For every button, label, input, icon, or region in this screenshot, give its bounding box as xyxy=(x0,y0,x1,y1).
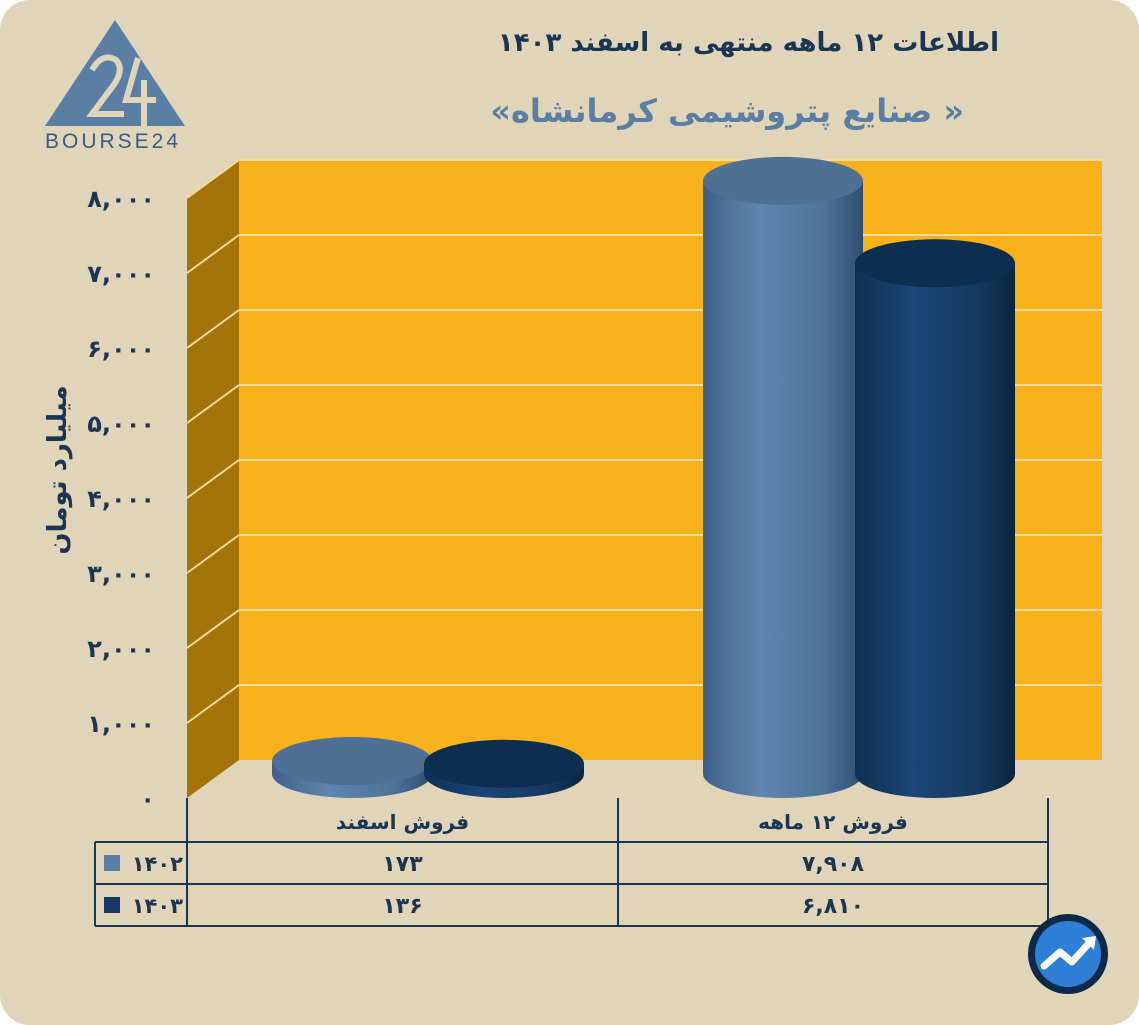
y-tick-label: ۵,۰۰۰ xyxy=(87,410,155,438)
gridline-side xyxy=(186,684,240,724)
y-tick-label: ۰ xyxy=(140,785,155,813)
y-tick-label: ۷,۰۰۰ xyxy=(87,260,155,288)
y-tick-label: ۸,۰۰۰ xyxy=(87,185,155,213)
y-tick-label: ۴,۰۰۰ xyxy=(87,485,155,513)
legend-label: ۱۴۰۲ xyxy=(132,852,183,876)
gridline-side xyxy=(186,534,240,574)
legend-swatch xyxy=(104,897,120,913)
bar-body xyxy=(855,263,1015,798)
data-label: ۶,۸۱۰ xyxy=(802,894,864,919)
gridline-side xyxy=(186,309,240,349)
bar-body xyxy=(703,180,863,798)
data-label: ۷,۹۰۸ xyxy=(802,852,865,877)
legend-label: ۱۴۰۳ xyxy=(132,894,183,918)
chart-title: اطلاعات ۱۲ ماهه منتهی به اسفند ۱۴۰۳ xyxy=(497,28,999,58)
bar xyxy=(703,156,863,798)
gridline-side xyxy=(186,159,240,199)
y-tick-label: ۲,۰۰۰ xyxy=(87,635,155,663)
bourse24-logo-icon xyxy=(45,20,185,126)
bar xyxy=(272,737,432,798)
y-tick-label: ۶,۰۰۰ xyxy=(87,335,155,363)
trend-arrow-icon xyxy=(1028,914,1108,994)
legend-swatch xyxy=(104,855,120,871)
bar-top xyxy=(703,156,863,205)
y-tick-label: ۳,۰۰۰ xyxy=(87,560,155,588)
chart-subtitle: « صنایع پتروشیمی کرمانشاه» xyxy=(490,92,964,130)
gridline-side xyxy=(186,459,240,499)
x-tick-label: فروش اسفند xyxy=(336,810,469,834)
data-label: ۱۷۳ xyxy=(382,852,423,877)
gridline-side xyxy=(186,384,240,424)
bar xyxy=(424,739,584,798)
logo-text: BOURSE24 xyxy=(45,130,182,153)
bar-top xyxy=(855,239,1015,288)
bar-top xyxy=(272,737,432,786)
bar xyxy=(855,239,1015,798)
bar-top xyxy=(424,739,584,788)
y-tick-label: ۱,۰۰۰ xyxy=(87,710,155,738)
data-label: ۱۳۶ xyxy=(382,894,422,919)
gridline-side xyxy=(186,609,240,649)
x-tick-label: فروش ۱۲ ماهه xyxy=(758,810,908,834)
gridline-side xyxy=(186,234,240,274)
